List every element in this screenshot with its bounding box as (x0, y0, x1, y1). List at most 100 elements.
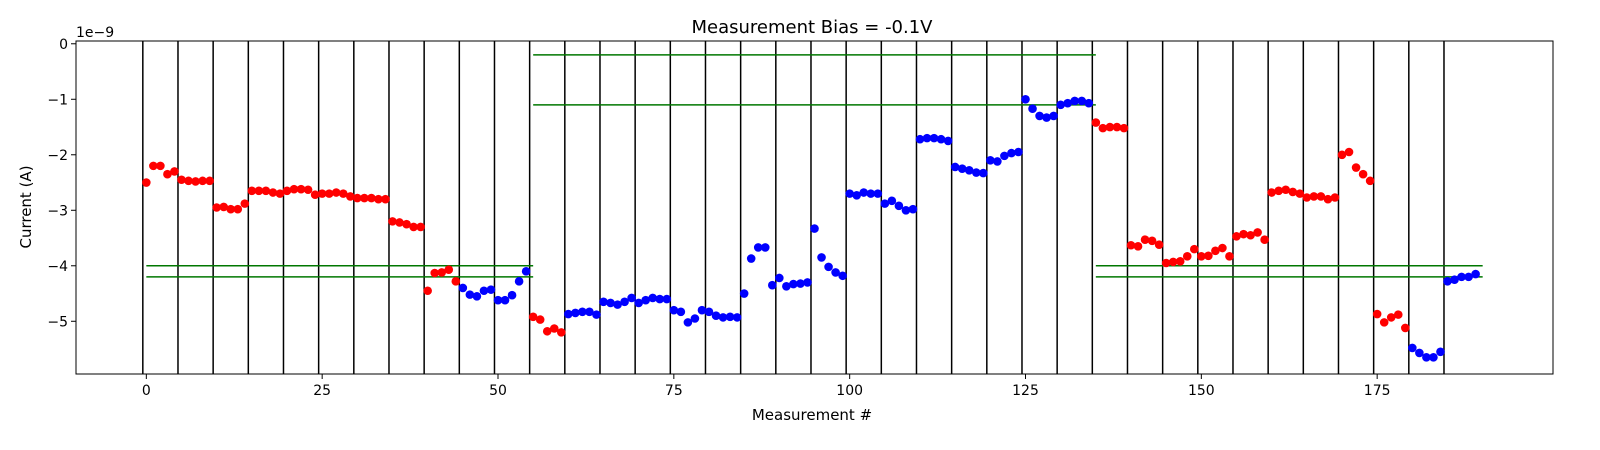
chart-title: Measurement Bias = -0.1V (691, 17, 933, 38)
red-data-point (191, 177, 200, 186)
blue-data-point (486, 285, 496, 294)
blue-data-point (564, 309, 573, 319)
red-data-point (233, 204, 243, 214)
red-data-point (289, 184, 299, 194)
red-data-point (1218, 243, 1227, 253)
red-data-point (205, 176, 214, 186)
blue-data-point (971, 168, 981, 177)
y-tick-label: −3 (47, 203, 68, 219)
red-data-point (247, 186, 257, 196)
x-axis-ticks: 0 25 50 75 100 125 150 175 (142, 374, 1391, 399)
red-data-point (1225, 252, 1234, 261)
red-data-point (549, 324, 559, 333)
red-data-point (542, 326, 552, 336)
red-data-point (1274, 186, 1283, 196)
red-data-point (310, 190, 320, 200)
blue-data-point (922, 133, 932, 143)
x-tick-label: 150 (1188, 383, 1215, 399)
blue-data-point (789, 279, 798, 289)
blue-data-point (908, 204, 918, 214)
blue-data-point (1464, 272, 1473, 282)
blue-data-point (493, 295, 503, 305)
blue-data-point (1000, 151, 1009, 161)
x-axis-label: Measurement # (752, 406, 872, 424)
red-data-point (444, 265, 454, 274)
blue-data-point (1056, 100, 1065, 110)
red-data-point (254, 186, 264, 196)
blue-data-point (1077, 96, 1087, 106)
red-data-point (163, 169, 172, 179)
red-data-point (1232, 232, 1241, 241)
red-data-point (149, 161, 158, 171)
blue-data-point (852, 190, 861, 200)
red-data-point (1365, 176, 1375, 186)
red-data-point (451, 277, 461, 286)
red-data-point (1330, 193, 1340, 202)
blue-data-point (683, 318, 693, 327)
red-data-point (1358, 169, 1368, 179)
red-data-point (1182, 252, 1192, 261)
data-points (142, 94, 1480, 362)
blue-data-point (986, 156, 995, 165)
blue-data-point (746, 254, 756, 263)
red-data-point (296, 184, 306, 194)
blue-data-point (704, 307, 714, 317)
blue-data-point (1042, 113, 1051, 122)
red-data-point (360, 193, 369, 203)
red-data-point (1175, 257, 1185, 266)
red-data-point (177, 175, 186, 185)
blue-data-point (810, 224, 819, 233)
blue-data-point (606, 298, 615, 308)
red-data-point (1168, 257, 1178, 267)
blue-data-point (571, 308, 580, 318)
red-data-point (331, 188, 341, 197)
red-data-point (1379, 318, 1389, 327)
red-data-point (557, 328, 566, 337)
red-data-point (1260, 235, 1269, 244)
red-data-point (535, 315, 545, 324)
blue-data-point (662, 294, 672, 304)
red-data-point (184, 176, 193, 186)
red-data-point (1133, 242, 1143, 251)
blue-data-point (739, 289, 749, 298)
blue-data-point (887, 196, 897, 206)
blue-data-point (479, 286, 489, 296)
blue-data-point (725, 312, 735, 322)
blue-data-point (690, 314, 700, 323)
blue-data-point (465, 290, 475, 299)
segment-boundaries (142, 41, 1445, 374)
y-axis-label: Current (A) (17, 165, 35, 248)
blue-data-point (866, 189, 876, 198)
red-data-point (1337, 150, 1347, 160)
red-data-point (1140, 235, 1150, 244)
blue-data-point (1049, 111, 1058, 121)
red-data-point (528, 312, 538, 322)
red-data-point (1105, 122, 1115, 132)
red-data-point (142, 178, 151, 187)
red-data-point (1246, 230, 1255, 240)
red-data-point (381, 194, 390, 204)
blue-data-point (803, 278, 812, 287)
blue-data-point (1014, 147, 1023, 157)
x-tick-label: 0 (142, 383, 151, 399)
red-data-point (1351, 163, 1361, 172)
red-data-point (1386, 313, 1396, 322)
blue-data-point (824, 262, 833, 272)
red-data-point (1295, 189, 1305, 198)
red-data-point (303, 185, 313, 195)
blue-data-point (957, 164, 967, 173)
y-axis-ticks: 0 −1 −2 −3 −4 −5 (47, 37, 76, 330)
red-data-point (1119, 123, 1129, 133)
red-data-point (402, 219, 411, 229)
blue-data-point (1063, 98, 1072, 108)
x-tick-label: 50 (489, 383, 507, 399)
x-tick-label: 175 (1364, 383, 1391, 399)
blue-data-point (1429, 353, 1438, 362)
red-data-point (1190, 244, 1199, 254)
blue-data-point (1415, 348, 1424, 358)
blue-data-point (915, 134, 925, 144)
red-data-point (346, 192, 355, 201)
red-data-point (374, 194, 383, 204)
